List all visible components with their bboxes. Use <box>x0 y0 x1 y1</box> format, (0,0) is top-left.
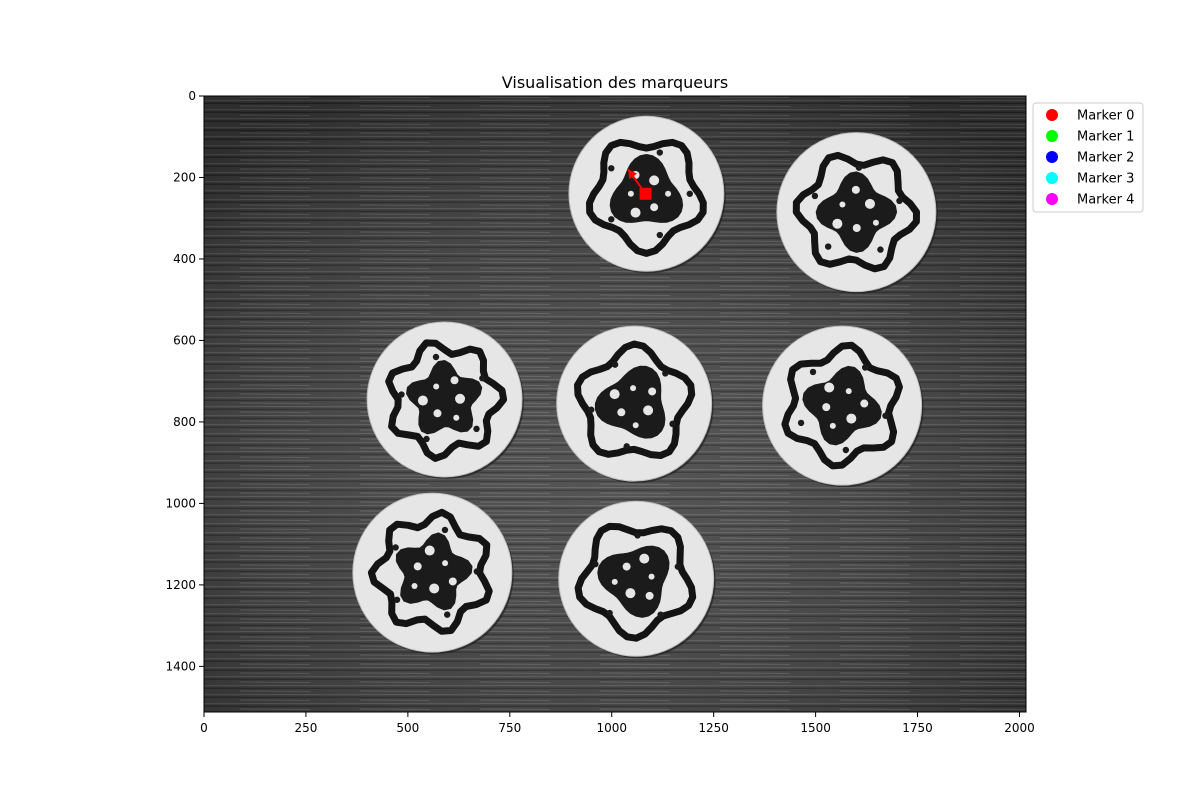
x-tick-label: 1500 <box>800 721 831 735</box>
y-tick-label: 400 <box>173 252 196 266</box>
marker-discs <box>352 115 938 659</box>
x-tick-label: 750 <box>498 721 521 735</box>
legend-item: Marker 0 <box>1046 109 1134 124</box>
detection-marker-0 <box>627 168 652 200</box>
x-tick-label: 2000 <box>1004 721 1035 735</box>
legend-box <box>1032 102 1144 213</box>
marker-disc <box>776 132 938 294</box>
photo-image <box>204 96 1026 712</box>
legend-swatch <box>1046 109 1058 121</box>
x-axis: 0 250 500 750 1000 1250 1500 1750 2000 <box>200 712 1035 735</box>
marker-disc <box>556 325 714 484</box>
y-axis: 0 200 400 600 800 1000 1200 1400 <box>165 89 204 673</box>
marker-disc <box>352 492 514 655</box>
y-tick-label: 1400 <box>165 659 196 673</box>
x-tick-label: 1000 <box>596 721 627 735</box>
x-tick-label: 1750 <box>902 721 933 735</box>
legend-swatch <box>1046 151 1058 163</box>
chart-title: Visualisation des marqueurs <box>502 73 728 92</box>
legend-swatch <box>1046 130 1058 142</box>
y-tick-label: 1000 <box>165 496 196 510</box>
arrow-head <box>628 169 638 180</box>
legend-item: Marker 1 <box>1046 130 1134 145</box>
legend-label: Marker 2 <box>1077 151 1134 166</box>
legend-label: Marker 1 <box>1077 130 1134 145</box>
y-tick-label: 600 <box>173 333 196 347</box>
legend-item: Marker 2 <box>1046 151 1134 166</box>
detections <box>627 168 652 200</box>
x-tick-label: 250 <box>294 721 317 735</box>
y-tick-label: 1200 <box>165 578 196 592</box>
legend-label: Marker 3 <box>1077 172 1134 187</box>
plot-frame <box>203 95 1027 713</box>
detection-square <box>639 187 652 200</box>
legend: Marker 0 Marker 1 Marker 2 Marker 3 Marker 4 <box>1032 102 1144 213</box>
marker-disc <box>558 500 716 659</box>
legend-swatch <box>1046 172 1058 184</box>
y-tick-label: 200 <box>173 170 196 184</box>
legend-label: Marker 4 <box>1077 193 1134 208</box>
legend-item: Marker 4 <box>1046 193 1134 208</box>
legend-label: Marker 0 <box>1077 109 1134 124</box>
x-tick-label: 500 <box>396 721 419 735</box>
marker-disc <box>366 321 525 479</box>
y-tick-label: 800 <box>173 415 196 429</box>
y-tick-label: 0 <box>188 89 196 103</box>
legend-swatch <box>1046 193 1058 205</box>
marker-disc <box>762 325 924 488</box>
x-tick-label: 0 <box>200 721 208 735</box>
legend-item: Marker 3 <box>1046 172 1134 187</box>
x-tick-label: 1250 <box>698 721 729 735</box>
